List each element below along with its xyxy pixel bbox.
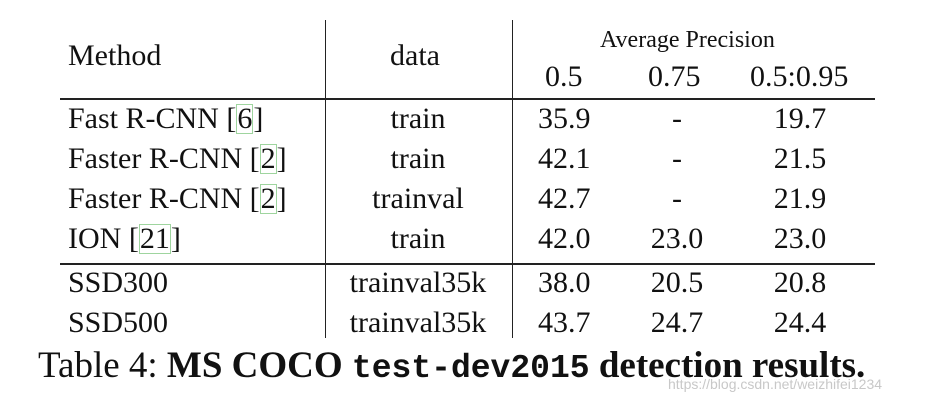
method-cell: SSD300 [68,268,168,298]
method-name: ION [ [68,222,139,255]
method-name: SSD300 [68,266,169,299]
citation-bracket: ] [276,142,287,175]
header-ap-0.5-0.95: 0.5:0.95 [750,60,849,93]
section-rule [60,263,875,265]
ap75-cell: - [672,182,682,215]
ap50-cell: 35.9 [538,102,591,135]
ap75-cell: 23.0 [650,222,704,255]
method-cell: SSD500 [68,308,168,338]
ap-cell: 21.5 [773,142,827,175]
ap-cell: 20.8 [773,266,827,299]
method-cell: Faster R-CNN [2] [68,144,287,174]
column-divider-method [325,20,326,338]
header-average-precision: Average Precision [600,27,775,53]
ap-cell: 19.7 [773,102,827,135]
ap50-cell: 42.7 [538,182,591,215]
method-name: Faster R-CNN [ [68,142,260,175]
citation-link[interactable]: 2 [259,142,277,175]
ap75-cell: 20.5 [650,266,704,299]
ap75-cell: - [672,142,682,175]
ap-cell: 24.4 [773,306,827,339]
table-caption: Table 4: MS COCO test-dev2015 detection … [38,344,865,387]
data-cell: train [390,222,446,255]
citation-bracket: ] [253,102,264,135]
ap75-cell: 24.7 [650,306,704,339]
method-name: Fast R-CNN [ [68,102,237,135]
caption-split: test-dev2015 [351,350,590,387]
header-ap-0.75: 0.75 [648,60,701,93]
citation-link[interactable]: 6 [236,102,254,135]
caption-label: Table 4: [38,345,158,386]
ap50-cell: 42.0 [538,222,591,255]
ap-cell: 23.0 [773,222,827,255]
header-data: data [390,39,440,72]
caption-dataset: MS COCO [166,345,343,386]
data-cell: trainval [372,182,464,215]
data-cell: trainval35k [349,266,487,299]
citation-link[interactable]: 21 [138,222,171,255]
watermark: https://blog.csdn.net/weizhifei1234 [668,376,883,392]
header-rule [60,98,875,100]
data-cell: trainval35k [349,306,487,339]
method-name: Faster R-CNN [ [68,182,260,215]
ap75-cell: - [672,102,682,135]
method-cell: ION [21] [68,224,181,254]
ap50-cell: 38.0 [538,266,591,299]
ap50-cell: 42.1 [538,142,591,175]
citation-bracket: ] [276,182,287,215]
ap-cell: 21.9 [773,182,827,215]
header-ap-0.5: 0.5 [545,60,583,93]
caption-description: detection results. [598,345,866,386]
header-method: Method [68,39,162,72]
ap50-cell: 43.7 [538,306,591,339]
data-cell: train [390,102,446,135]
data-cell: train [390,142,446,175]
citation-bracket: ] [170,222,181,255]
column-divider-data [512,20,513,338]
citation-link[interactable]: 2 [259,182,277,215]
method-cell: Faster R-CNN [2] [68,184,287,214]
method-name: SSD500 [68,306,169,339]
method-cell: Fast R-CNN [6] [68,104,263,134]
